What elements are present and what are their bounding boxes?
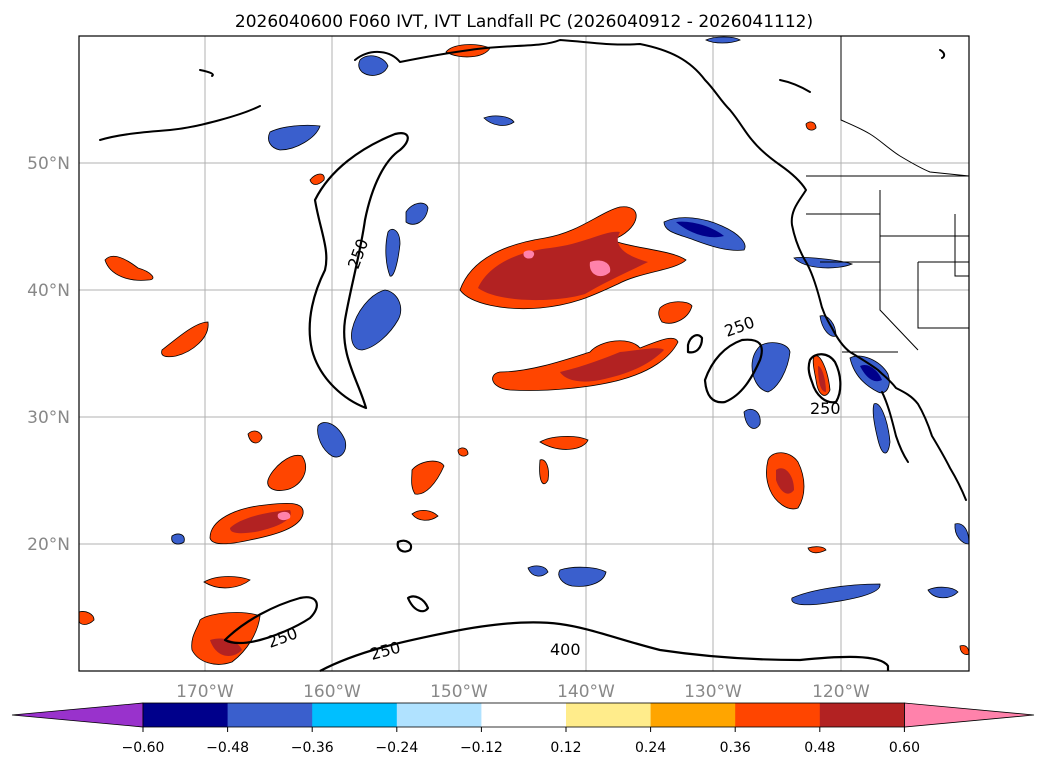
colorbar-tick-label-0: −0.60 — [122, 740, 165, 756]
ar-west-sw-core — [277, 511, 291, 521]
ar-central-core-a — [589, 260, 611, 277]
colorbar-swatch-9 — [819, 703, 905, 727]
coastlines — [99, 39, 967, 501]
ar-east-b-inner — [818, 366, 826, 392]
colorbar-tick-label-9: 0.60 — [889, 740, 920, 756]
neg-i — [268, 124, 321, 151]
lon-label-150w: 150°W — [430, 682, 488, 702]
neg-o — [483, 115, 515, 126]
colorbar-swatch-7 — [650, 703, 736, 727]
lat-label-30n: 30°N — [27, 408, 70, 428]
neg-h — [405, 202, 429, 225]
ar-east-a-inner — [776, 468, 794, 494]
colorbar-swatch-5 — [481, 703, 567, 727]
ar-mid-f — [457, 447, 469, 457]
neg-f — [317, 422, 347, 458]
lon-label-170w: 170°W — [176, 682, 234, 702]
map-frame — [78, 35, 970, 672]
lat-label-20n: 20°N — [27, 535, 70, 555]
lon-label-160w: 160°W — [303, 682, 361, 702]
ar-north-b — [309, 173, 325, 185]
ar-west-b — [104, 255, 154, 281]
contour-label-400: 400 — [550, 640, 581, 659]
map-title: 2026040600 F060 IVT, IVT Landfall PC (20… — [235, 12, 813, 32]
ar-mid-e — [658, 301, 693, 324]
colorbar-tick-label-4: −0.12 — [460, 740, 503, 756]
ivt-positive-regions — [78, 44, 970, 665]
colorbar-extend-low — [11, 702, 144, 728]
lon-label-140w: 140°W — [557, 682, 615, 702]
colorbar-tick-label-6: 0.24 — [635, 740, 666, 756]
political-borders — [806, 36, 970, 353]
neg-k — [791, 583, 881, 606]
colorbar-swatch-4 — [396, 703, 482, 727]
colorbar-tick-label-5: 0.12 — [550, 740, 581, 756]
neg-a — [351, 289, 402, 351]
colorbar-swatch-3 — [312, 703, 398, 727]
ar-west-c — [161, 321, 209, 358]
ar-south-inner — [560, 348, 664, 382]
neg-s — [171, 533, 185, 545]
colorbar-tick-label-2: −0.36 — [291, 740, 334, 756]
neg-p — [527, 565, 549, 577]
lon-labels: 170°W 160°W 150°W 140°W 130°W 120°W — [176, 682, 870, 702]
neg-n — [358, 55, 389, 76]
neg-b-core — [676, 221, 724, 238]
ar-west-sw-inner — [230, 510, 291, 534]
colorbar-tick-label-8: 0.48 — [804, 740, 835, 756]
ivt-negative-regions — [171, 36, 970, 606]
colorbar-tick-label-3: −0.24 — [375, 740, 418, 756]
lon-label-130w: 130°W — [684, 682, 742, 702]
lon-label-120w: 120°W — [812, 682, 870, 702]
ar-east-d — [805, 121, 817, 131]
colorbar-swatch-2 — [227, 703, 313, 727]
ivt-contours — [223, 132, 890, 672]
lat-label-50n: 50°N — [27, 154, 70, 174]
neg-m — [743, 408, 761, 429]
ar-mid-b — [411, 460, 445, 495]
colorbar-extend-high — [904, 702, 1035, 728]
lat-label-40n: 40°N — [27, 281, 70, 301]
ar-central-inner — [478, 231, 648, 301]
neg-t — [705, 36, 741, 44]
colorbar-frame — [142, 702, 905, 728]
colorbar-tick-label-7: 0.36 — [720, 740, 751, 756]
ar-west-f — [247, 430, 263, 444]
neg-j — [558, 566, 607, 587]
contour-label-250-c: 250 — [810, 399, 841, 418]
ar-mid-d — [539, 459, 549, 485]
neg-d-core — [860, 364, 882, 382]
neg-g — [385, 228, 401, 277]
ar-east-c — [807, 546, 827, 554]
lat-labels: 20°N 30°N 40°N 50°N — [27, 154, 70, 555]
ar-mid-a — [539, 436, 589, 450]
colorbar-swatch-8 — [735, 703, 821, 727]
neg-e — [872, 403, 891, 454]
ar-west-edge — [78, 611, 95, 625]
neg-q — [927, 586, 959, 599]
colorbar-swatch-6 — [566, 703, 652, 727]
ar-west-e — [203, 576, 251, 589]
colorbar: −0.60 −0.48 −0.36 −0.24 −0.12 0.12 0.24 0.36 0.4… — [11, 702, 1035, 756]
ar-central-core-b — [523, 250, 535, 259]
ar-mid-c — [411, 510, 439, 521]
ar-west-a — [267, 454, 307, 491]
colorbar-tick-label-1: −0.48 — [206, 740, 249, 756]
colorbar-swatch-1 — [143, 703, 229, 727]
map-panel: 250 250 250 250 250 400 — [78, 35, 970, 672]
